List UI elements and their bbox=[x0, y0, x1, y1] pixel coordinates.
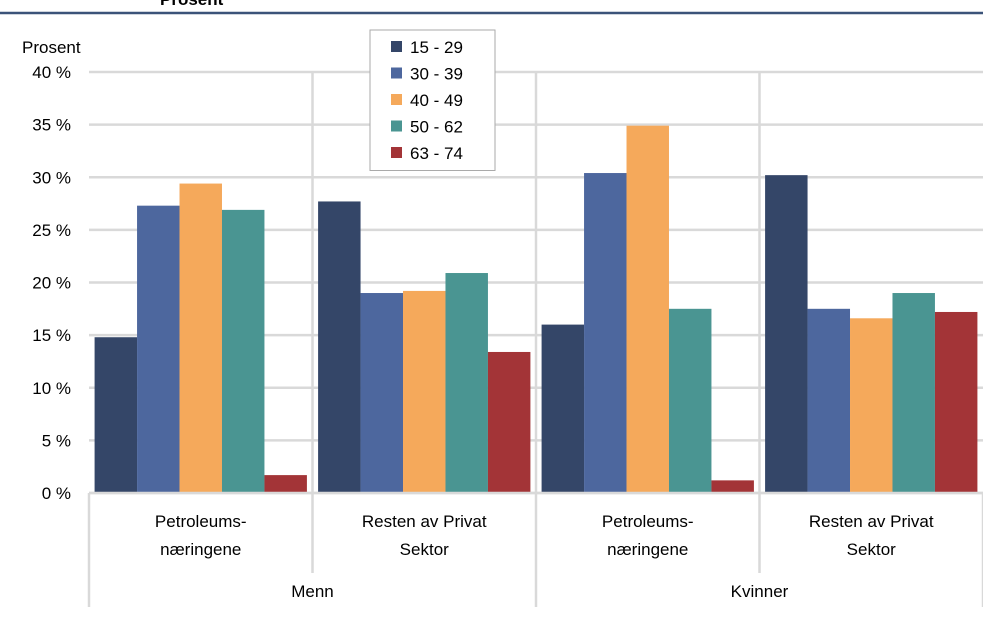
x-tick-label: Sektor bbox=[847, 540, 896, 559]
y-tick-label: 15 % bbox=[32, 326, 71, 345]
bar bbox=[626, 125, 669, 494]
bar bbox=[221, 209, 265, 493]
bar bbox=[711, 480, 754, 493]
y-tick-label: 40 % bbox=[32, 63, 71, 82]
legend: 15 - 29 30 - 39 40 - 49 50 - 62 63 - 74 bbox=[369, 29, 496, 171]
bar bbox=[318, 201, 361, 493]
bar bbox=[807, 308, 851, 493]
bar bbox=[360, 293, 404, 493]
y-tick-label: 0 % bbox=[42, 484, 71, 503]
bar bbox=[541, 324, 585, 493]
bar bbox=[403, 290, 446, 493]
legend-box bbox=[369, 29, 496, 171]
bar bbox=[445, 273, 488, 493]
bar bbox=[765, 175, 808, 493]
x-tick-label: Petroleums- bbox=[155, 512, 247, 531]
y-tick-label: 30 % bbox=[32, 168, 71, 187]
axes: 0 % 5 % 10 % 15 % 20 % 25 % 30 % 35 % 40 % Petrol… bbox=[32, 63, 983, 607]
bar bbox=[137, 205, 180, 494]
legend-swatch bbox=[391, 67, 402, 79]
bar bbox=[94, 337, 138, 493]
header-text: Prosent bbox=[160, 0, 224, 9]
x-tick-label: næringene bbox=[607, 540, 688, 559]
y-tick-label: 20 % bbox=[32, 274, 71, 293]
x-tick-label: Petroleums- bbox=[602, 512, 694, 531]
x-tick-label: Sektor bbox=[400, 540, 449, 559]
legend-swatch bbox=[391, 147, 402, 158]
group-label: Menn bbox=[291, 582, 334, 601]
bar bbox=[668, 308, 712, 493]
y-tick-label: 10 % bbox=[32, 379, 71, 398]
x-tick-label: Resten av Privat bbox=[362, 512, 487, 531]
legend-label: 40 - 49 bbox=[410, 91, 463, 110]
bar bbox=[850, 318, 893, 493]
bars bbox=[94, 125, 978, 494]
bar bbox=[934, 311, 978, 493]
y-axis-label: Prosent bbox=[22, 38, 81, 57]
x-tick-label: Resten av Privat bbox=[809, 512, 934, 531]
legend-swatch bbox=[391, 120, 402, 132]
y-tick-label: 5 % bbox=[42, 431, 71, 450]
bar bbox=[487, 351, 531, 493]
legend-swatch bbox=[391, 41, 402, 52]
bar bbox=[179, 183, 222, 493]
bar bbox=[584, 173, 627, 494]
bar bbox=[264, 475, 307, 493]
legend-swatch bbox=[391, 94, 402, 105]
group-label: Kvinner bbox=[731, 582, 789, 601]
x-tick-label: næringene bbox=[160, 540, 241, 559]
legend-label: 15 - 29 bbox=[410, 38, 463, 57]
bar bbox=[892, 293, 935, 493]
legend-label: 63 - 74 bbox=[410, 144, 463, 163]
y-tick-label: 25 % bbox=[32, 221, 71, 240]
legend-label: 30 - 39 bbox=[410, 65, 463, 84]
legend-label: 50 - 62 bbox=[410, 118, 463, 137]
y-tick-label: 35 % bbox=[32, 116, 71, 135]
